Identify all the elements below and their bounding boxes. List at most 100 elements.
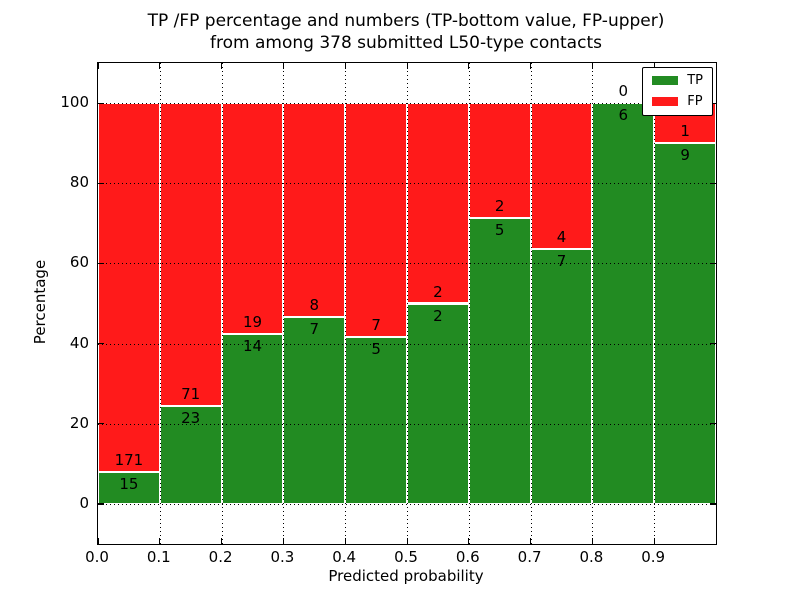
gridline-vertical [283, 63, 285, 544]
fp-count-label: 2 [433, 282, 443, 301]
x-tick-label: 0.3 [270, 548, 295, 566]
x-tick-mark [468, 538, 470, 544]
x-tick-mark [591, 63, 594, 69]
gridline-horizontal [98, 183, 716, 185]
legend: TP FP [642, 67, 713, 116]
bar-fp-segment [283, 103, 346, 317]
x-tick-mark [97, 538, 99, 544]
gridline-vertical [221, 63, 223, 544]
y-tick-label: 0 [79, 493, 89, 512]
chart-title-line1: TP /FP percentage and numbers (TP-bottom… [147, 11, 665, 31]
y-tick-mark [98, 503, 104, 505]
x-tick-mark [715, 63, 717, 69]
y-tick-mark [98, 423, 104, 425]
gridline-vertical [159, 63, 161, 544]
fp-count-label: 8 [309, 295, 320, 314]
chart-title-line2: from among 378 submitted L50-type contac… [210, 33, 602, 53]
bar-fp-segment [345, 103, 407, 337]
bar-tp-segment [468, 217, 531, 504]
gridline-vertical [468, 63, 470, 544]
x-tick-label: 0.0 [85, 548, 109, 566]
bar-fp-segment [221, 103, 284, 334]
x-tick-mark [530, 538, 532, 544]
x-tick-mark [530, 63, 532, 69]
x-tick-mark [715, 538, 717, 544]
x-tick-mark [159, 538, 161, 544]
bar-tp-segment [654, 143, 716, 504]
gridline-horizontal [98, 423, 716, 425]
x-tick-mark [653, 538, 655, 544]
fp-count-label: 171 [114, 450, 144, 469]
tp-count-label: 7 [309, 319, 320, 338]
plot-area: TP FP 171 15 71 23 19 14 8 7 7 5 2 2 2 5 4 7 0 6 1 9 [97, 62, 717, 545]
x-tick-label: 0.5 [394, 548, 418, 566]
y-tick-mark [710, 343, 716, 345]
tp-count-label: 5 [494, 220, 505, 239]
bar-tp-segment [159, 405, 222, 504]
gridline-horizontal [98, 343, 716, 345]
bar-tp-segment [592, 103, 655, 504]
y-tick-mark [98, 182, 104, 184]
gridline-horizontal [98, 103, 716, 105]
x-tick-mark [221, 538, 223, 544]
x-tick-mark [406, 538, 408, 544]
x-tick-mark [97, 63, 99, 69]
x-axis-label: Predicted probability [328, 567, 484, 585]
gridline-horizontal [98, 263, 716, 265]
x-tick-mark [344, 538, 346, 544]
x-tick-label: 0.4 [332, 548, 357, 566]
x-tick-label: 0.6 [455, 548, 480, 566]
y-tick-mark [710, 503, 716, 505]
fp-count-label: 2 [494, 196, 505, 215]
tp-count-label: 14 [242, 336, 263, 355]
x-tick-mark [653, 63, 655, 69]
x-tick-label: 0.8 [579, 548, 604, 566]
x-tick-mark [282, 63, 285, 69]
legend-item: FP [652, 95, 703, 108]
legend-label: TP [687, 73, 703, 88]
x-tick-mark [591, 538, 594, 544]
x-tick-mark [344, 63, 346, 69]
y-tick-label: 80 [69, 173, 89, 192]
fp-count-label: 4 [556, 227, 567, 246]
x-tick-label: 0.9 [641, 548, 666, 566]
x-tick-label: 0.2 [208, 548, 233, 566]
gridline-horizontal [98, 503, 716, 505]
bar-tp-segment [345, 336, 407, 504]
bar-fp-segment [159, 103, 222, 406]
gridline-vertical [530, 63, 532, 544]
chart-title: TP /FP percentage and numbers (TP-bottom… [97, 10, 715, 54]
y-tick-mark [710, 262, 716, 265]
y-tick-mark [710, 423, 716, 425]
gridline-vertical [345, 63, 347, 544]
tp-count-label: 15 [119, 474, 139, 493]
fp-count-label: 19 [242, 312, 263, 331]
y-tick-label: 40 [69, 333, 89, 352]
bar-tp-segment [407, 303, 469, 504]
x-tick-mark [468, 63, 470, 69]
tp-count-label: 5 [371, 339, 381, 358]
tp-count-label: 6 [618, 106, 629, 125]
x-tick-mark [282, 538, 285, 544]
bar-fp-segment [530, 103, 593, 249]
tp-count-label: 9 [680, 146, 690, 165]
bar-fp-segment [407, 103, 469, 304]
gridline-vertical [654, 63, 656, 544]
y-tick-label: 100 [60, 93, 89, 112]
tp-count-label: 2 [433, 306, 443, 325]
y-tick-mark [710, 102, 716, 104]
legend-swatch-fp [652, 97, 679, 106]
gridline-vertical [407, 63, 408, 544]
legend-label: FP [687, 94, 703, 109]
legend-swatch-tp [652, 76, 679, 85]
y-axis-label: Percentage [31, 259, 49, 345]
y-tick-mark [710, 182, 716, 184]
x-tick-mark [159, 63, 161, 69]
x-tick-label: 0.1 [146, 548, 171, 566]
y-tick-mark [98, 102, 104, 104]
tp-count-label: 23 [181, 408, 201, 427]
fp-count-label: 0 [618, 82, 629, 101]
fp-count-label: 71 [181, 384, 201, 403]
y-tick-label: 60 [69, 253, 89, 272]
